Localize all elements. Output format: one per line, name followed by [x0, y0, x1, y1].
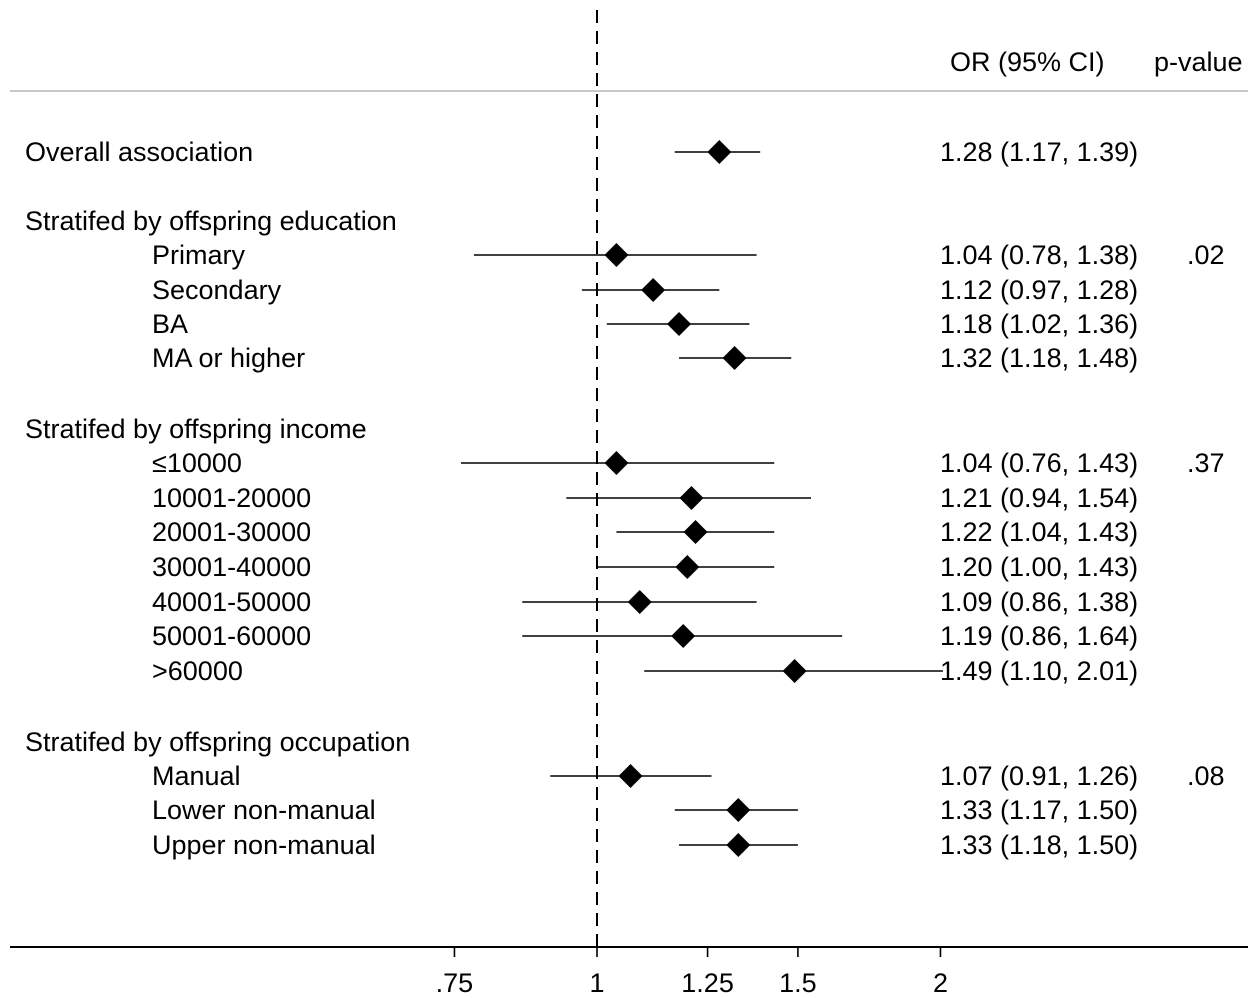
point-estimate-diamond: [675, 555, 700, 579]
estimate-text: 1.32 (1.18, 1.48): [940, 343, 1138, 373]
row-label: 40001-50000: [152, 587, 311, 617]
pvalue-text: .08: [1187, 761, 1225, 791]
row-label: MA or higher: [152, 343, 305, 373]
row-label: Primary: [152, 240, 245, 270]
row-label: 50001-60000: [152, 621, 311, 651]
row-label: 20001-30000: [152, 517, 311, 547]
row-label: Secondary: [152, 275, 282, 305]
estimate-text: 1.04 (0.76, 1.43): [940, 448, 1138, 478]
estimate-text: 1.18 (1.02, 1.36): [940, 309, 1138, 339]
point-estimate-diamond: [722, 346, 747, 370]
estimate-text: 1.33 (1.18, 1.50): [940, 830, 1138, 860]
estimate-text: 1.09 (0.86, 1.38): [940, 587, 1138, 617]
point-estimate-diamond: [671, 624, 696, 648]
point-estimate-diamond: [726, 833, 751, 857]
point-estimate-diamond: [604, 243, 629, 267]
row-label: >60000: [152, 656, 243, 686]
point-estimate-diamond: [679, 486, 704, 510]
group-header-label: Stratifed by offspring occupation: [25, 727, 410, 757]
estimate-column-header: OR (95% CI): [950, 47, 1105, 77]
estimate-text: 1.19 (0.86, 1.64): [940, 621, 1138, 651]
row-label: 10001-20000: [152, 483, 311, 513]
point-estimate-diamond: [641, 278, 666, 302]
estimate-text: 1.04 (0.78, 1.38): [940, 240, 1138, 270]
row-label: Upper non-manual: [152, 830, 376, 860]
estimate-text: 1.07 (0.91, 1.26): [940, 761, 1138, 791]
x-tick-label: 2: [933, 968, 948, 998]
estimate-text: 1.33 (1.17, 1.50): [940, 795, 1138, 825]
x-tick-label: 1: [589, 968, 604, 998]
point-estimate-diamond: [782, 659, 807, 683]
x-tick-label: 1.5: [779, 968, 817, 998]
pvalue-text: .37: [1187, 448, 1225, 478]
estimate-text: 1.22 (1.04, 1.43): [940, 517, 1138, 547]
row-label: BA: [152, 309, 188, 339]
estimate-text: 1.28 (1.17, 1.39): [940, 137, 1138, 167]
pvalue-column-header: p-value: [1154, 47, 1243, 77]
group-header-label: Stratifed by offspring education: [25, 206, 397, 236]
rows-layer: Overall association 1.28 (1.17, 1.39) Stra…: [25, 137, 1225, 860]
pvalue-text: .02: [1187, 240, 1225, 270]
row-label: 30001-40000: [152, 552, 311, 582]
estimate-text: 1.49 (1.10, 2.01): [940, 656, 1138, 686]
point-estimate-diamond: [726, 798, 751, 822]
estimate-text: 1.21 (0.94, 1.54): [940, 483, 1138, 513]
row-label: Lower non-manual: [152, 795, 376, 825]
estimate-text: 1.20 (1.00, 1.43): [940, 552, 1138, 582]
point-estimate-diamond: [604, 451, 629, 475]
x-axis-ticks: .75 1 1.25 1.5 2: [436, 947, 948, 998]
point-estimate-diamond: [683, 520, 708, 544]
point-estimate-diamond: [618, 764, 643, 788]
estimate-text: 1.12 (0.97, 1.28): [940, 275, 1138, 305]
row-label: Manual: [152, 761, 241, 791]
row-label: Overall association: [25, 137, 253, 167]
point-estimate-diamond: [627, 590, 652, 614]
row-label: ≤10000: [152, 448, 242, 478]
x-tick-label: 1.25: [681, 968, 734, 998]
point-estimate-diamond: [707, 140, 732, 164]
group-header-label: Stratifed by offspring income: [25, 414, 367, 444]
point-estimate-diamond: [667, 312, 692, 336]
x-tick-label: .75: [436, 968, 474, 998]
